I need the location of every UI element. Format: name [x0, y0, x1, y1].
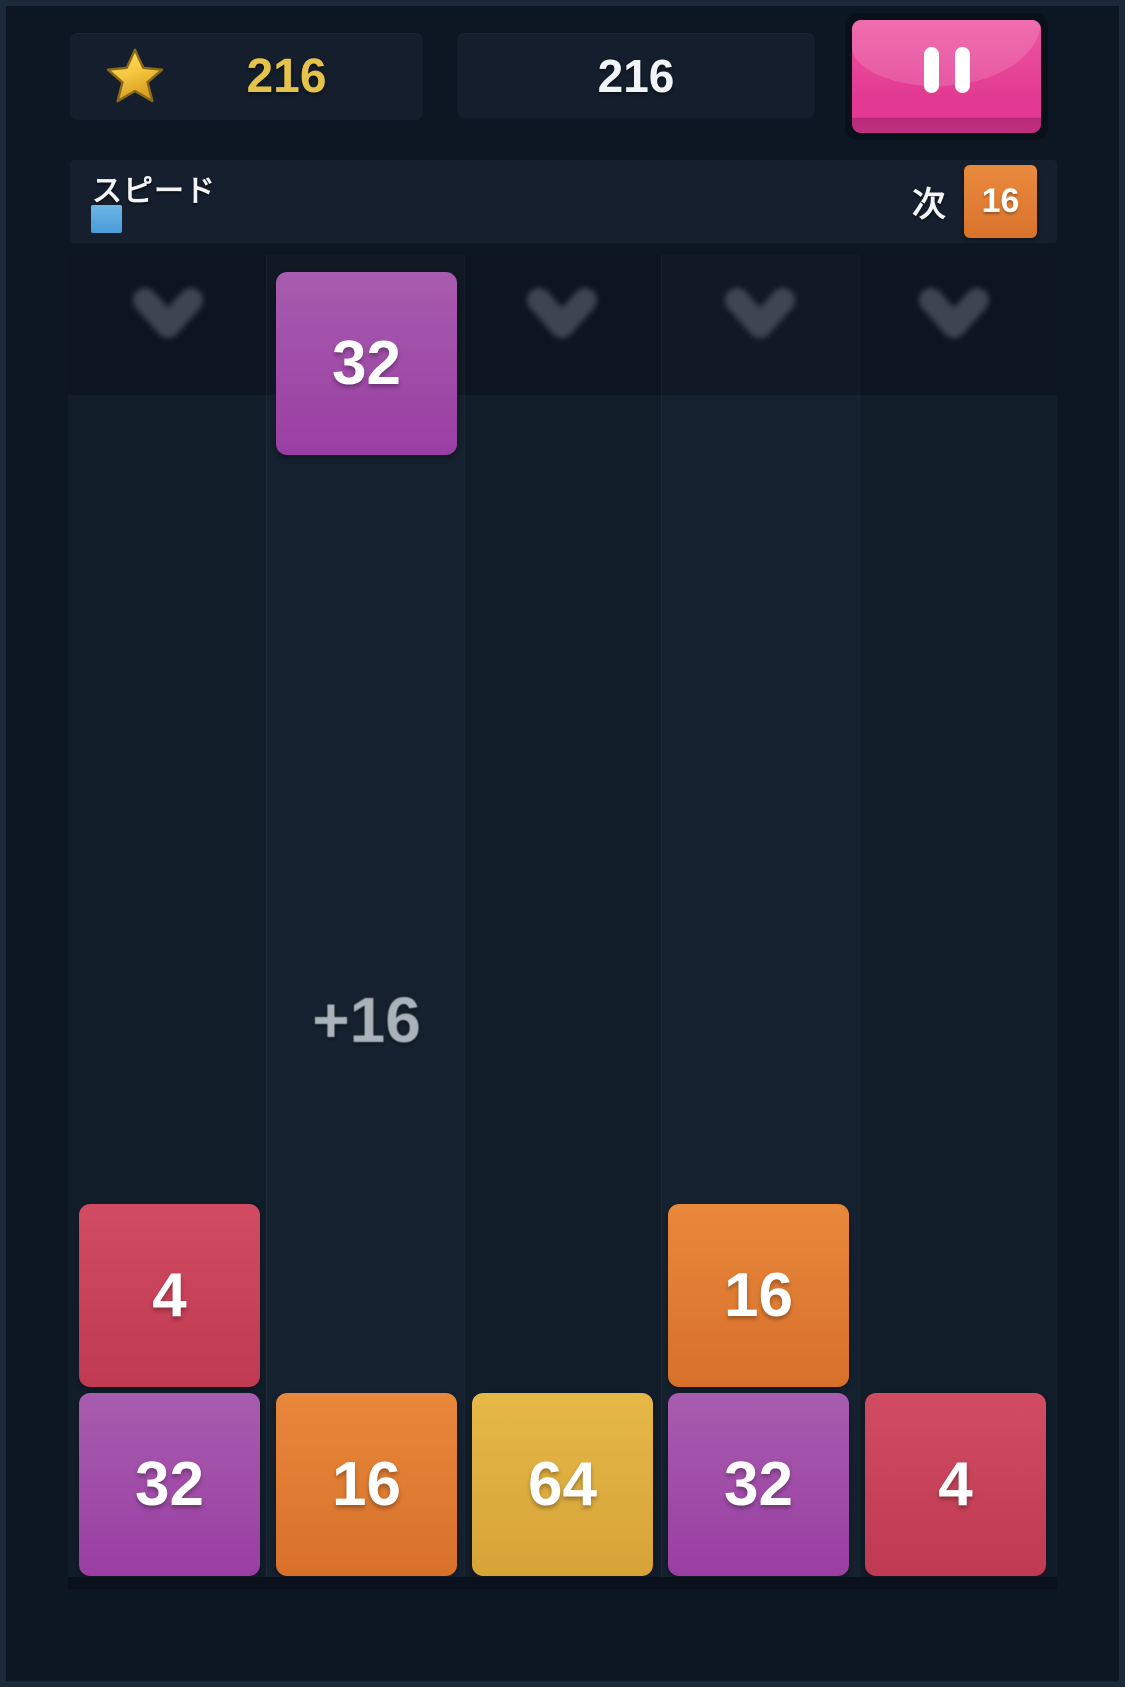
column-4[interactable] [661, 255, 859, 1589]
pause-button[interactable] [852, 20, 1041, 133]
falling-tile: 32 [276, 272, 457, 455]
column-3[interactable] [463, 255, 662, 1589]
star-score-value: 216 [246, 50, 327, 103]
score-panel: 216 [457, 33, 815, 118]
speed-meter-square [91, 205, 122, 233]
status-bar: スピード 次 16 [70, 160, 1057, 243]
tile: 4 [79, 1204, 260, 1387]
star-score-panel: 216 [70, 33, 423, 120]
next-tile: 16 [964, 165, 1037, 238]
pause-button-frame [845, 13, 1048, 140]
score-value: 216 [597, 49, 675, 102]
column-5[interactable] [859, 255, 1057, 1589]
pause-icon [923, 46, 970, 93]
tile: 16 [668, 1204, 849, 1387]
board-bottom-edge [68, 1577, 1057, 1589]
tile: 4 [865, 1393, 1046, 1576]
speed-label: スピード [92, 175, 216, 208]
next-label: 次 [912, 186, 946, 224]
column-1[interactable] [68, 255, 266, 1589]
star-icon [106, 48, 164, 103]
tile: 64 [472, 1393, 653, 1576]
game-board: 32 +16 4 16 32 16 64 32 4 [68, 255, 1057, 1589]
next-tile-group: 次 16 [912, 160, 1037, 243]
tile: 16 [276, 1393, 457, 1576]
tile: 32 [79, 1393, 260, 1576]
tile: 32 [668, 1393, 849, 1576]
column-2[interactable] [265, 255, 464, 1589]
